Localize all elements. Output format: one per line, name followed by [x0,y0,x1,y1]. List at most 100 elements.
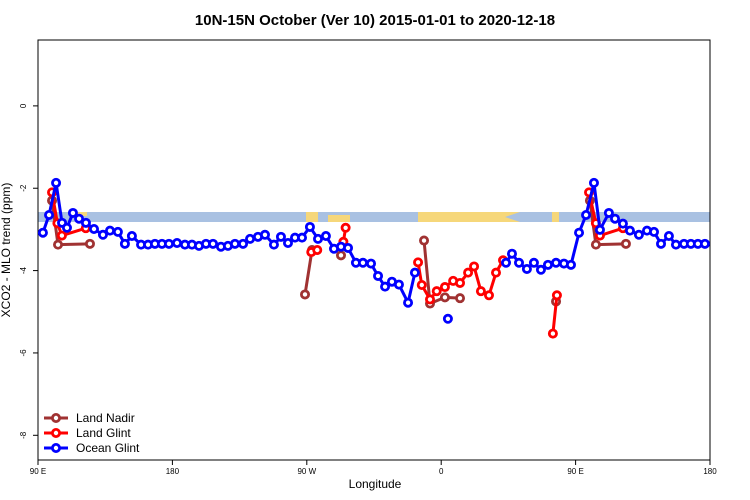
data-point [588,177,599,188]
data-point [442,313,453,324]
data-point [245,233,256,244]
data-point [565,259,576,270]
chart-title: 10N-15N October (Ver 10) 2015-01-01 to 2… [195,12,555,29]
data-point [51,177,62,188]
data-point [229,238,240,249]
surface-band [38,212,710,222]
data-point [163,238,174,249]
data-point [581,209,592,220]
y-tick-label: -8 [19,431,28,439]
data-point [297,232,308,243]
data-point [413,257,424,268]
data-point [491,267,502,278]
data-point [542,259,553,270]
legend-marker [51,412,62,423]
land-band [75,212,87,216]
data-point [617,218,628,229]
data-point [439,292,450,303]
x-axis-label: Longitude [349,477,402,491]
data-point [419,235,430,246]
data-point [89,223,100,234]
data-point [393,279,404,290]
data-point [656,238,667,249]
data-point [699,238,710,249]
data-point [551,257,562,268]
data-point [590,239,601,250]
y-tick-label: -2 [19,184,28,192]
legend-label: Ocean Glint [76,441,140,455]
data-point [514,257,525,268]
data-point [455,277,466,288]
data-point [670,239,681,250]
data-point [97,229,108,240]
data-point [501,257,512,268]
data-point [357,257,368,268]
data-point [624,225,635,236]
data-point [320,230,331,241]
data-point [535,264,546,275]
data-point [61,222,72,233]
data-point [633,229,644,240]
data-point [300,289,311,300]
data-point [44,209,55,220]
data-point [424,294,435,305]
land-band [418,212,520,222]
data-point [119,238,130,249]
data-point [610,213,621,224]
data-point [409,267,420,278]
data-point [551,290,562,301]
data-point [74,213,85,224]
data-point [282,237,293,248]
data-point [340,222,351,233]
data-point [304,221,315,232]
data-point [112,226,123,237]
data-point [126,230,137,241]
plot-frame [37,39,711,461]
y-axis-label: XCO2 - MLO trend (ppm) [0,183,13,318]
data-point [483,290,494,301]
x-tick-label: 180 [703,467,717,476]
data-point [53,239,64,250]
data-point [649,226,660,237]
data-point [620,238,631,249]
data-point [343,242,354,253]
x-tick-label: 90 W [297,467,316,476]
data-point [547,328,558,339]
data-point [238,238,249,249]
legend-marker [51,442,62,453]
data-point [475,286,486,297]
data-point [528,257,539,268]
data-point [312,244,323,255]
data-point [373,270,384,281]
data-point [208,238,219,249]
data-point [403,297,414,308]
data-point [80,217,91,228]
data-point [439,282,450,293]
data-point [521,263,532,274]
legend-label: Land Glint [76,426,131,440]
x-tick-label: 0 [439,467,444,476]
data-point [172,237,183,248]
data-point [594,224,605,235]
x-tick-label: 180 [166,467,180,476]
data-point [259,229,270,240]
data-point [663,230,674,241]
x-tick-label: 90 E [567,467,583,476]
data-point [431,286,442,297]
data-point [67,207,78,218]
ocean-band [38,212,710,222]
y-tick-label: -6 [19,349,28,357]
y-tick-label: 0 [19,103,28,108]
data-point [84,238,95,249]
data-point [380,281,391,292]
data-point [275,231,286,242]
data-point [506,248,517,259]
land-band [306,212,318,222]
land-band [328,215,350,222]
data-point [104,225,115,236]
data-point [335,250,346,261]
data-point [469,261,480,272]
data-point [416,279,427,290]
x-tick-label: 90 E [30,467,46,476]
